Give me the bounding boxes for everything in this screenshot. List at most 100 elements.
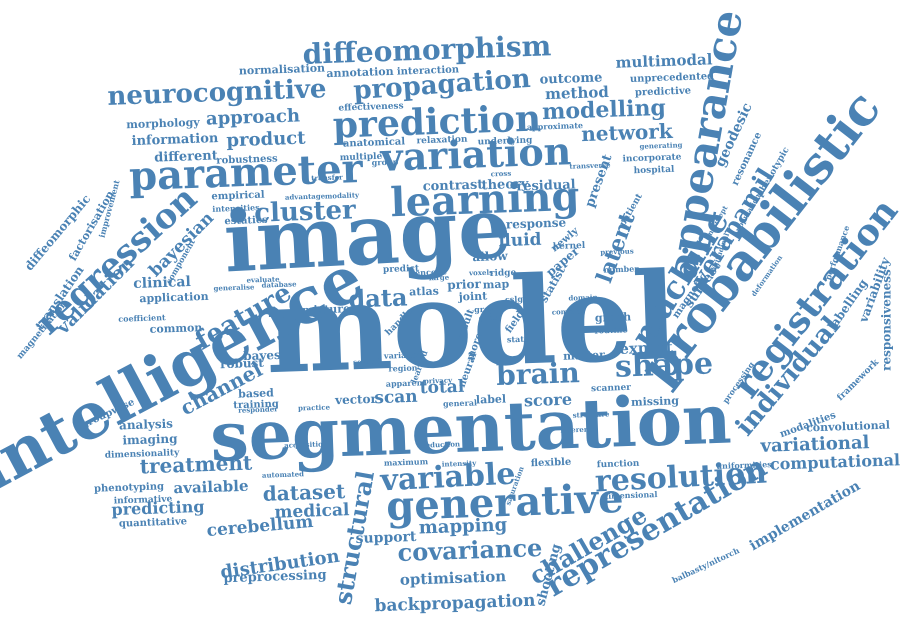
word-score: score — [524, 390, 573, 411]
word-flexible: flexible — [531, 457, 572, 469]
word-response: response — [506, 215, 567, 231]
word-ridge: ridge — [490, 268, 517, 279]
word-several: several — [353, 357, 381, 367]
word-structure: structure — [572, 409, 610, 419]
word-quantitative: quantitative — [119, 516, 187, 529]
word-image: image — [222, 178, 514, 292]
word-total: total — [419, 377, 465, 399]
word-generalise: generalise — [213, 282, 255, 292]
word-generative: generative — [385, 475, 624, 530]
word-voxels: voxels — [468, 268, 493, 278]
word-unprecedented: unprecedented — [630, 71, 715, 85]
word-clinical: clinical — [133, 274, 191, 292]
word-data: data — [348, 282, 408, 313]
word-balbasty-nitorch: balbasty/nitorch — [670, 545, 741, 585]
word-segmentation: segmentation — [209, 379, 733, 477]
word-mapping: mapping — [418, 514, 507, 538]
word-responder: responder — [238, 404, 278, 414]
word-informative: informative — [114, 494, 173, 506]
word-cross: cross — [491, 169, 512, 179]
word-convolutional: convolutional — [806, 419, 890, 435]
word-modality: modality — [325, 190, 360, 200]
word-routine: routine — [594, 324, 627, 335]
word-product: product — [226, 128, 306, 152]
word-incorporate: incorporate — [622, 152, 682, 164]
word-domain: domain — [568, 292, 598, 302]
word-outcome: outcome — [539, 70, 602, 87]
word-automated: automated — [262, 469, 304, 479]
word-interaction: interaction — [397, 64, 460, 77]
word-phenotyping: phenotyping — [94, 481, 164, 494]
word-theory: theory — [481, 177, 529, 194]
word-large: large — [429, 273, 450, 283]
word-evaluate: evaluate — [246, 274, 280, 284]
word-multiple: multiple — [340, 152, 383, 163]
word-dataset: dataset — [262, 479, 346, 506]
word-gaus: gaus — [479, 313, 498, 323]
word-map: map — [483, 278, 510, 292]
word-prior: prior — [447, 277, 482, 292]
word-robustness: robustness — [216, 153, 278, 166]
word-privacy: privacy — [424, 375, 453, 385]
word-method: method — [545, 83, 610, 103]
word-multimodal: multimodal — [615, 50, 713, 71]
word-different: different — [154, 148, 218, 165]
word-mixture: mixture — [302, 302, 351, 317]
word-apparent: apparent — [386, 377, 427, 388]
word-transfer: transfer — [311, 172, 343, 182]
word-uniformities: uniformities — [716, 459, 772, 471]
word-practice: practice — [298, 402, 331, 412]
word-imaging: imaging — [122, 432, 178, 448]
word-approximate: approximate — [527, 120, 583, 132]
word-coefficient: coefficient — [118, 312, 166, 324]
word-matter: matter — [563, 348, 605, 362]
word-modelling: modelling — [542, 95, 667, 125]
word-empirical: empirical — [211, 190, 265, 203]
word-common: common — [149, 321, 202, 336]
word-covariance: covariance — [397, 533, 543, 567]
word-complex: complex — [552, 306, 586, 316]
word-acquisition: acquisition — [284, 439, 328, 450]
word-number: number — [603, 263, 639, 274]
word-reduction: reduction — [422, 439, 460, 449]
word-robust: robust — [220, 356, 265, 372]
word-morphology: morphology — [126, 116, 200, 132]
word-effectiveness: effectiveness — [338, 101, 404, 113]
word-information: information — [131, 131, 219, 149]
word-shape: shape — [614, 346, 713, 384]
word-variational: variational — [759, 432, 870, 457]
word-kernel: kernel — [553, 241, 586, 252]
word-computational: computational — [770, 450, 900, 474]
word-group: group — [372, 157, 399, 168]
word-estatics: estatics — [224, 215, 268, 228]
word-prediction: prediction — [332, 97, 542, 146]
word-responsiveness: responsiveness — [880, 269, 894, 371]
word-underlying: underlying — [477, 136, 533, 148]
word-dimensional: dimensional — [602, 489, 657, 501]
word-region: region — [388, 362, 418, 373]
word-variance: variance — [383, 349, 422, 360]
word-anatomical: anatomical — [343, 136, 406, 149]
word-variable: variable — [379, 456, 517, 498]
word-medical: medical — [274, 500, 350, 523]
word-approach: approach — [206, 105, 301, 129]
word-predicting: predicting — [111, 497, 205, 519]
word-contrast: contrast — [422, 177, 483, 194]
word-framework: framework — [836, 357, 882, 403]
word-previous: previous — [600, 246, 634, 256]
word-scanner: scanner — [591, 383, 632, 394]
word-general: general — [443, 397, 477, 408]
word-cluster: cluster — [254, 195, 357, 229]
word-relaxation: relaxation — [416, 135, 468, 147]
word-state: state — [507, 334, 530, 345]
word-support: support — [355, 529, 417, 547]
word-annotation: annotation — [326, 65, 394, 80]
word-model: model — [263, 246, 681, 401]
word-atlas: atlas — [409, 284, 439, 298]
word-network: network — [581, 119, 674, 146]
word-allow: allow — [472, 249, 508, 264]
word-label: label — [476, 392, 507, 406]
word-joint: joint — [457, 289, 488, 303]
word-inference: inference — [560, 424, 598, 434]
